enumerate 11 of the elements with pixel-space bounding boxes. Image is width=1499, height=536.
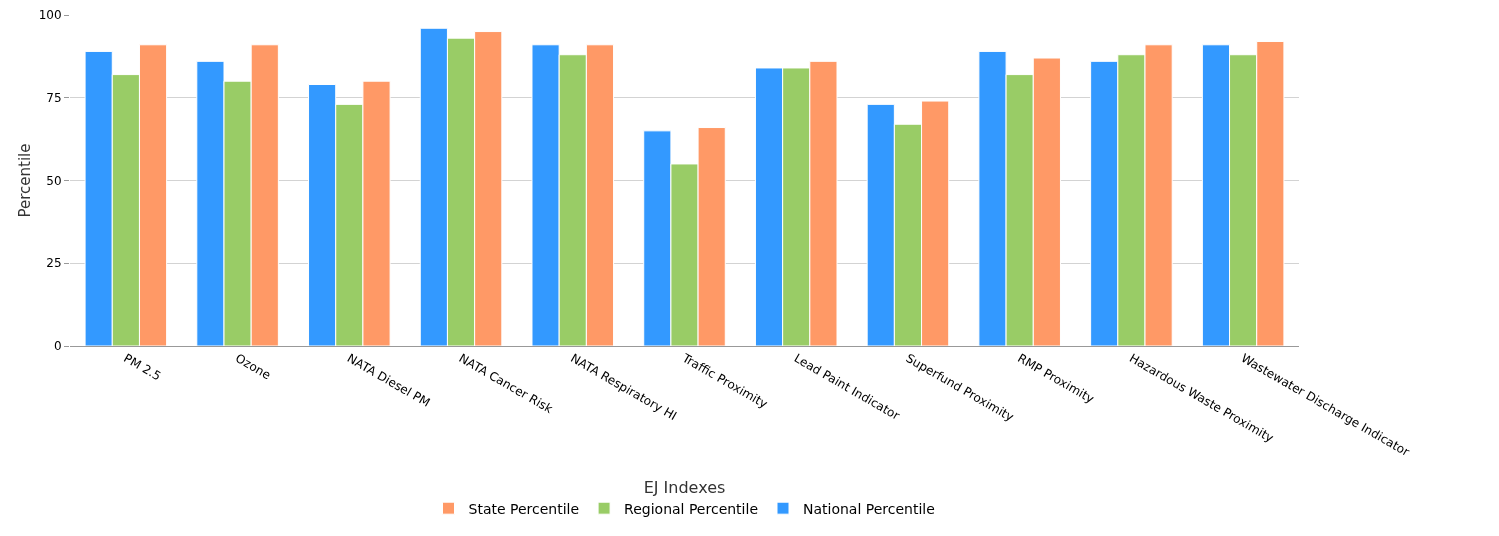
legend-title: EJ Indexes <box>643 477 726 497</box>
legend-label: National Percentile <box>803 500 935 517</box>
y-tick-label: 75 <box>46 90 62 105</box>
y-tick-label: 0 <box>53 339 62 354</box>
y-tick-label: 50 <box>46 173 62 188</box>
y-tick-label: 100 <box>38 8 62 23</box>
y-axis-title: Percentile <box>16 143 34 218</box>
x-tick-label: PM 2.5 <box>121 351 164 384</box>
legend-label: State Percentile <box>468 500 580 517</box>
legend-label: Regional Percentile <box>624 500 758 517</box>
y-tick-label: 25 <box>46 256 62 271</box>
